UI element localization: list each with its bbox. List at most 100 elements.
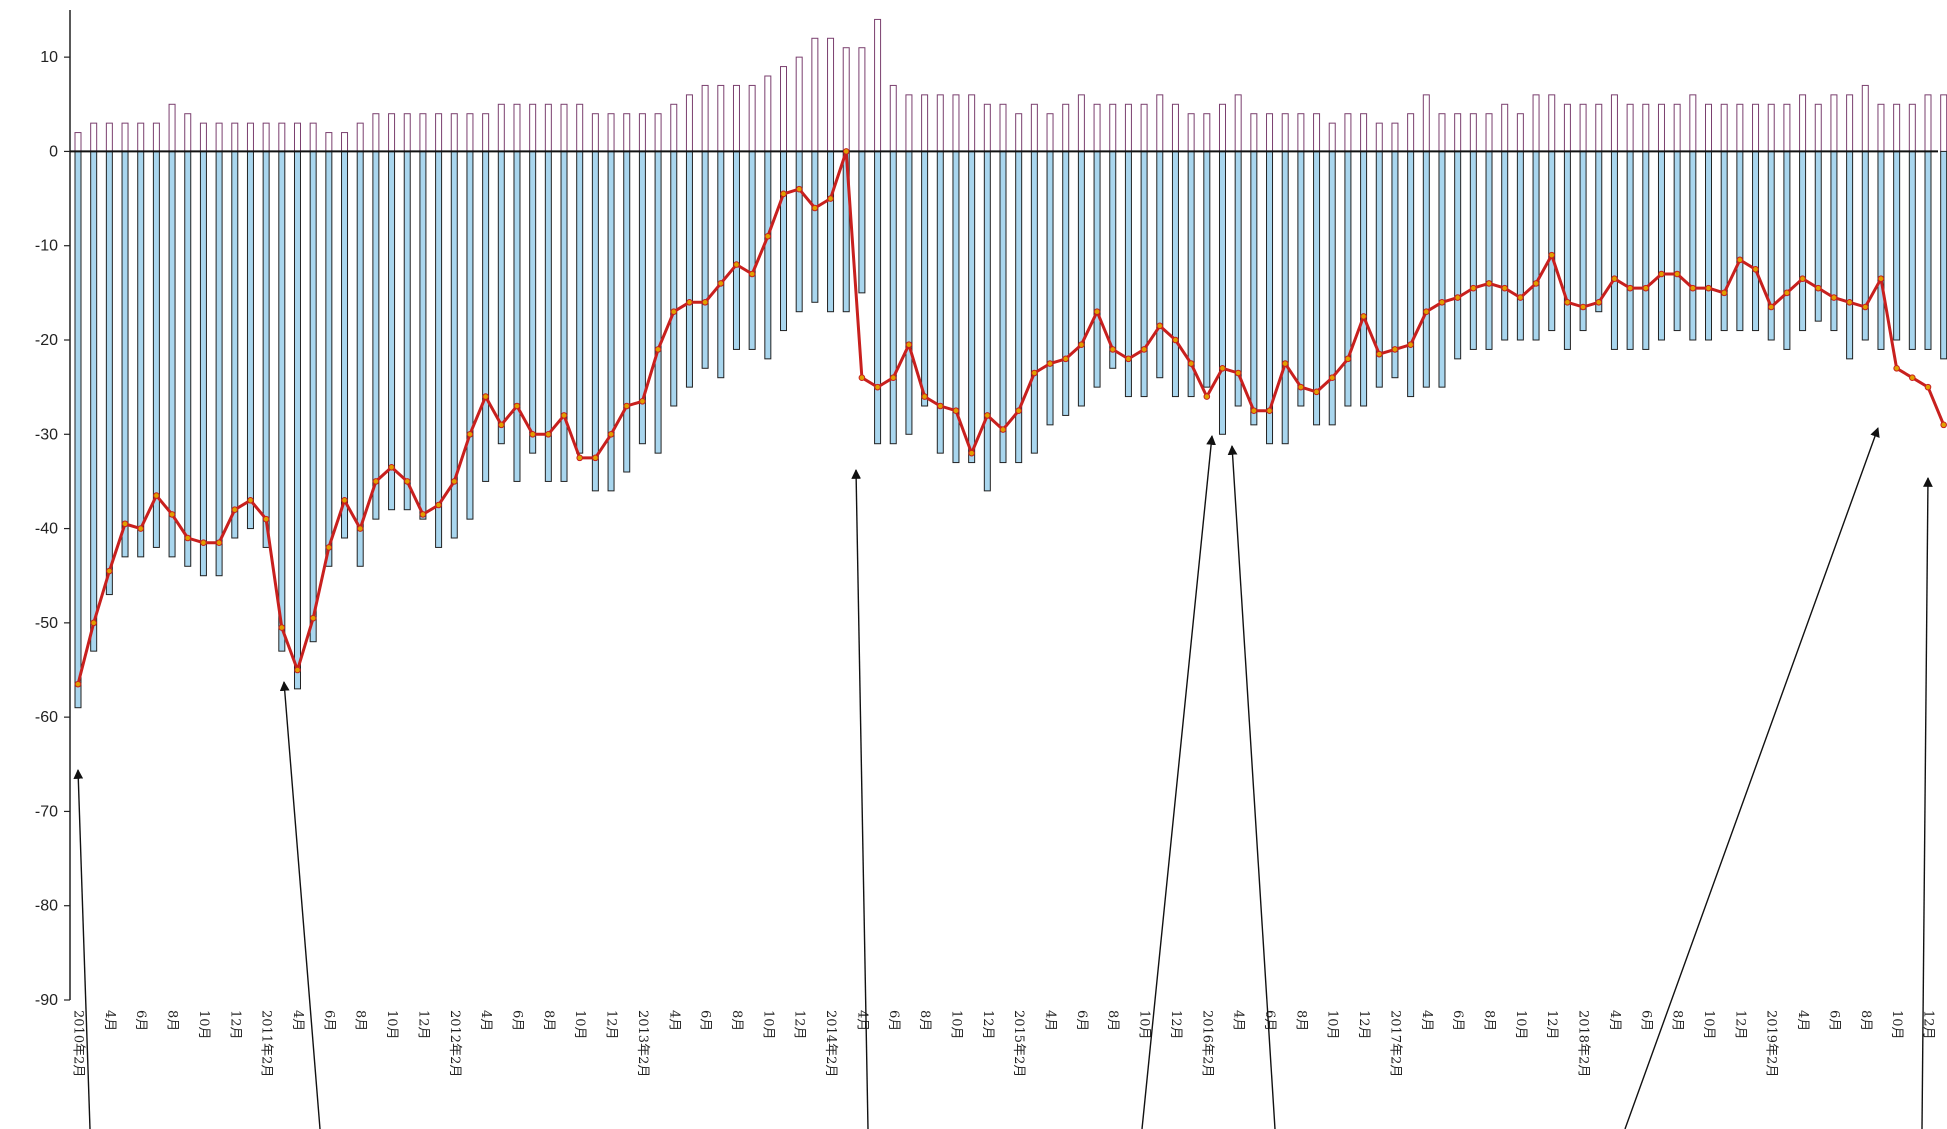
trend-line-point — [1031, 369, 1038, 377]
positive-bar — [638, 113, 646, 152]
positive-bar — [936, 94, 944, 152]
x-category-label: 2011年2月 — [259, 1010, 274, 1077]
negative-bar — [497, 150, 505, 445]
trend-line-point — [1752, 265, 1759, 273]
positive-bar — [293, 122, 301, 152]
trend-line-point — [1125, 355, 1132, 363]
trend-line-point — [1109, 346, 1117, 353]
trend-line-point — [1172, 336, 1179, 344]
trend-line-point — [1705, 284, 1712, 292]
trend-line-point — [795, 185, 803, 193]
trend-line-point — [921, 393, 928, 400]
trend-line-point — [1093, 308, 1101, 316]
x-category-label: 12月 — [415, 1010, 430, 1040]
trend-line-point — [1846, 298, 1853, 306]
trend-line-point — [1564, 298, 1571, 306]
negative-bar — [701, 150, 709, 369]
y-tick-label: -60 — [35, 709, 58, 726]
negative-bar — [1297, 150, 1305, 407]
y-tick-label: -80 — [35, 898, 58, 915]
positive-bar — [1407, 113, 1415, 152]
negative-bar — [1156, 150, 1164, 379]
negative-bar — [137, 150, 145, 558]
negative-bar — [1861, 150, 1869, 341]
trend-line-point — [200, 539, 207, 547]
x-category-label: 4月 — [478, 1010, 493, 1031]
trend-line-point — [1767, 303, 1775, 311]
positive-bar — [1673, 103, 1681, 152]
annotation-arrow — [1141, 435, 1216, 1129]
trend-line-point — [733, 261, 740, 268]
positive-bar — [858, 47, 866, 152]
trend-line-point — [1438, 298, 1446, 306]
negative-bar — [1313, 150, 1321, 426]
negative-bar — [576, 150, 584, 454]
positive-bar — [1250, 113, 1258, 152]
y-tick-label: -30 — [35, 426, 58, 443]
trend-line-point — [325, 544, 333, 551]
positive-bar — [701, 84, 709, 152]
negative-bar — [388, 150, 396, 511]
x-category-label: 8月 — [1105, 1010, 1120, 1031]
negative-bar — [874, 150, 882, 445]
negative-bar — [1626, 150, 1634, 350]
trend-line-point — [999, 426, 1007, 433]
trend-line-point — [842, 148, 850, 155]
negative-bar — [1281, 150, 1289, 445]
negative-bar — [1705, 150, 1713, 341]
trend-line-point — [1203, 393, 1211, 400]
positive-bar — [1689, 94, 1697, 152]
trend-line-point — [1579, 303, 1587, 311]
negative-bar — [105, 150, 113, 596]
x-category-label: 12月 — [792, 1010, 807, 1040]
positive-bar — [1328, 122, 1336, 152]
trend-line-point — [435, 501, 442, 509]
trend-line-point — [748, 270, 756, 278]
negative-bar — [184, 150, 192, 567]
positive-bar — [811, 37, 819, 152]
negative-bar — [466, 150, 474, 520]
positive-bar — [105, 122, 113, 152]
y-tick-label: 10 — [40, 49, 58, 66]
positive-bar — [1752, 103, 1760, 152]
x-category-label: 6月 — [1638, 1010, 1653, 1031]
positive-bar — [889, 84, 897, 152]
negative-bar — [560, 150, 568, 482]
positive-bar — [1657, 103, 1665, 152]
negative-bar — [1062, 150, 1070, 416]
positive-bar — [1814, 103, 1822, 152]
x-category-label: 10月 — [948, 1010, 963, 1040]
negative-bar — [231, 150, 239, 539]
x-category-label: 8月 — [1293, 1010, 1308, 1031]
positive-bar — [795, 56, 803, 152]
positive-bar — [231, 122, 239, 152]
positive-bar — [482, 113, 490, 152]
negative-bar — [795, 150, 803, 313]
x-category-label: 12月 — [1544, 1010, 1559, 1040]
x-category-label: 12月 — [604, 1010, 619, 1040]
negative-bar — [168, 150, 176, 558]
annotation-arrow — [1921, 477, 1933, 1129]
negative-bar — [1015, 150, 1023, 464]
positive-bar — [999, 103, 1007, 152]
negative-bar — [748, 150, 756, 350]
x-category-label: 2016年2月 — [1199, 1010, 1214, 1077]
negative-bar — [1407, 150, 1415, 398]
x-category-label: 4月 — [1419, 1010, 1434, 1031]
x-category-label: 12月 — [1168, 1010, 1183, 1040]
positive-bar — [309, 122, 317, 152]
positive-bar — [591, 113, 599, 152]
positive-bar — [1877, 103, 1885, 152]
positive-bar — [1501, 103, 1509, 152]
x-category-label: 10月 — [1137, 1010, 1152, 1040]
x-category-label: 8月 — [165, 1010, 180, 1031]
x-category-label: 10月 — [572, 1010, 587, 1040]
annotation-arrow — [73, 769, 91, 1129]
trend-line-point — [1328, 374, 1336, 382]
negative-bar — [1250, 150, 1258, 426]
negative-bar — [685, 150, 693, 388]
trend-line-point — [1156, 322, 1164, 330]
negative-bar — [262, 150, 270, 548]
x-category-label: 10月 — [384, 1010, 399, 1040]
